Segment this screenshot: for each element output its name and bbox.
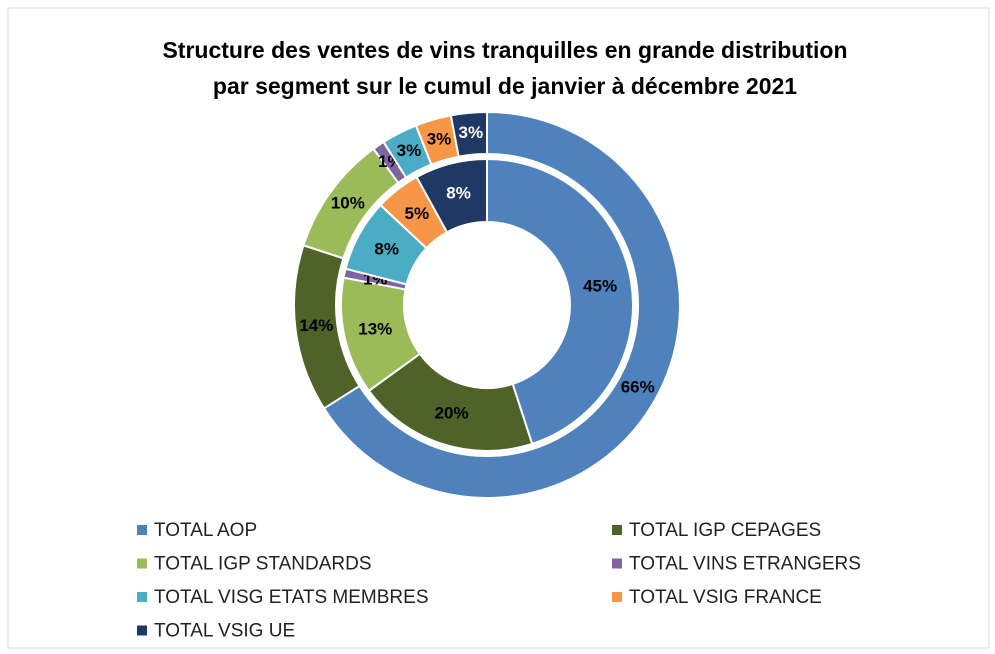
data-label: 10% [331, 193, 365, 212]
donut-slice [322, 110, 681, 499]
data-label: 66% [621, 377, 655, 396]
legend-label: TOTAL VSIG FRANCE [629, 587, 822, 608]
chart-title: par segment sur le cumul de janvier à dé… [213, 73, 797, 99]
data-label: 3% [427, 129, 452, 148]
donut-slice [449, 110, 488, 158]
legend-swatch [137, 558, 147, 569]
data-label: 5% [405, 204, 430, 223]
legend-swatch [137, 592, 147, 602]
chart-title: Structure des ventes de vins tranquilles… [162, 37, 847, 63]
donut-slice [415, 157, 488, 234]
legend-label: TOTAL IGP CEPAGES [629, 520, 821, 541]
data-label: 13% [358, 319, 392, 338]
legend-label: TOTAL AOP [154, 520, 257, 541]
legend-swatch [137, 525, 147, 535]
data-label: 8% [374, 239, 399, 258]
data-label: 3% [397, 141, 422, 160]
data-label: 20% [435, 403, 469, 422]
data-label: 14% [299, 316, 333, 335]
chart-border [7, 7, 990, 649]
donut-slice [367, 352, 534, 452]
legend-label: TOTAL VINS ETRANGERS [629, 554, 861, 575]
data-label: 45% [583, 277, 617, 296]
legend-label: TOTAL IGP STANDARDS [154, 554, 372, 575]
legend-swatch [137, 625, 147, 636]
data-label: 3% [459, 123, 484, 142]
donut-slice [486, 157, 634, 446]
legend-swatch [612, 525, 622, 535]
data-label: 8% [446, 184, 471, 203]
legend-swatch [612, 558, 622, 569]
legend-swatch [612, 592, 622, 602]
legend-label: TOTAL VSIG UE [154, 621, 295, 642]
legend-label: TOTAL VISG ETATS MEMBRES [154, 587, 429, 608]
